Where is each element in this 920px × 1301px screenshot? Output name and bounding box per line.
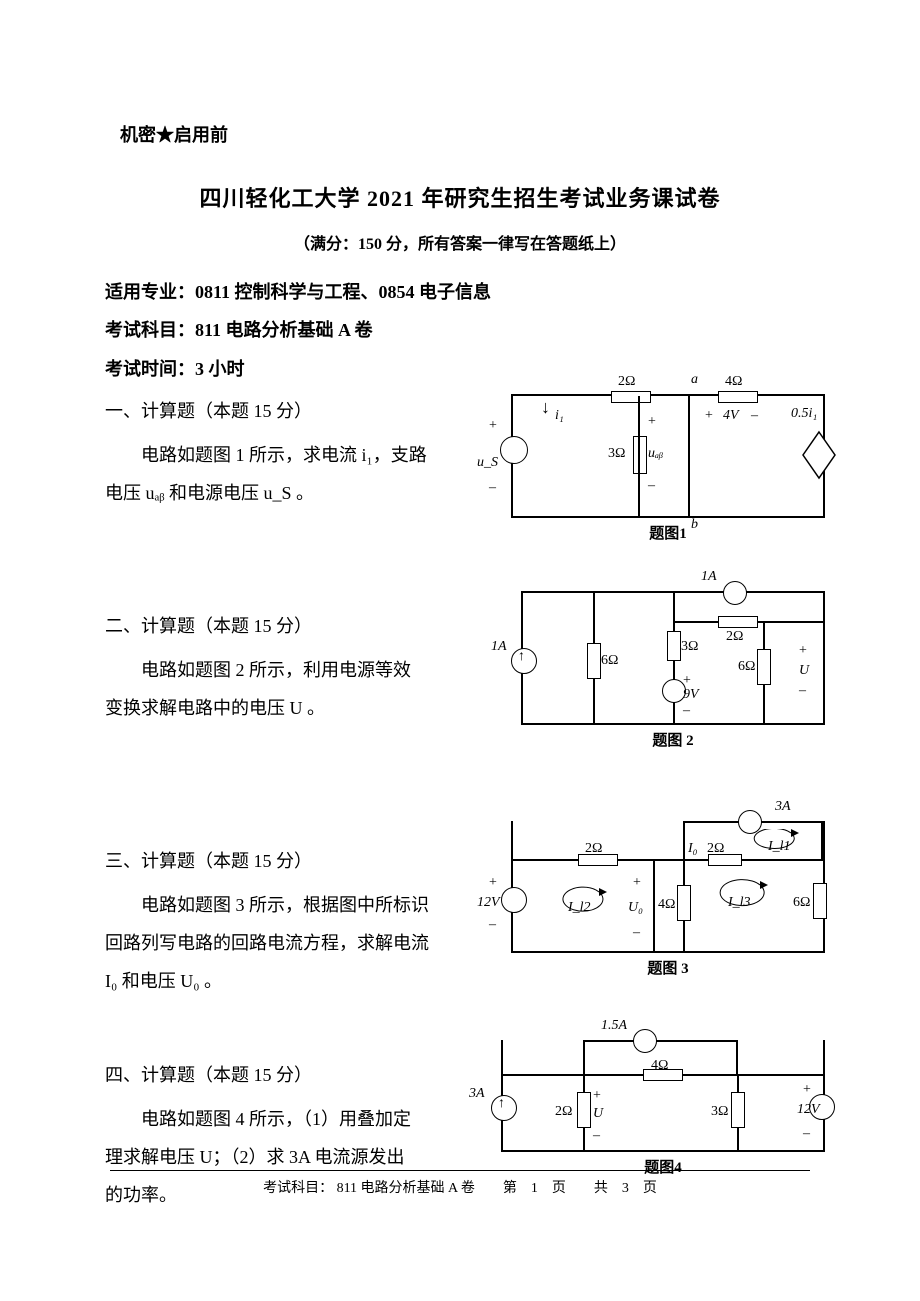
loop-arrow-il2 bbox=[551, 886, 611, 926]
resistor-6a bbox=[587, 643, 601, 679]
current-source-top bbox=[723, 581, 747, 605]
exam-page: { "confidential": "机密★启用前", "title": "四川… bbox=[0, 0, 920, 1301]
resistor-r3 bbox=[633, 436, 647, 474]
voltage-source-us bbox=[500, 436, 528, 464]
label-v12-q3: 12V bbox=[477, 891, 500, 915]
exam-subtitle: （满分：150 分，所有答案一律写在答题纸上） bbox=[105, 231, 815, 258]
question-3: 三、计算题（本题 15 分） 电路如题图 3 所示，根据图中所标识回路列写电路的… bbox=[105, 821, 815, 1000]
resistor-6-q3 bbox=[813, 883, 827, 919]
q1-text: 电路如题图 1 所示，求电流 i₁，支路电压 uₐᵦ 和电源电压 u_S 。 bbox=[105, 437, 435, 513]
label-node-a: a bbox=[691, 368, 698, 392]
minus-12v-q4: – bbox=[803, 1122, 810, 1146]
question-1: 一、计算题（本题 15 分） 电路如题图 1 所示，求电流 i₁，支路电压 uₐ… bbox=[105, 396, 815, 551]
label-r6b: 6Ω bbox=[738, 655, 755, 679]
arrow-3a-q4: ↑ bbox=[498, 1092, 505, 1116]
label-is-top-q3: 3A bbox=[775, 795, 791, 819]
label-r2-q4: 2Ω bbox=[555, 1100, 572, 1124]
label-i1: i₁ bbox=[555, 404, 564, 428]
resistor-3-q4 bbox=[731, 1092, 745, 1128]
q4-figure: 1.5A 4Ω 3A ↑ 2Ω + U – 3Ω + 12V – 题图4 bbox=[501, 1040, 825, 1182]
label-node-b: b bbox=[691, 513, 698, 537]
minus-u0: – bbox=[633, 921, 640, 945]
label-1p5a: 1.5A bbox=[601, 1014, 627, 1038]
minus-u-q4: – bbox=[593, 1124, 600, 1148]
plus-us: + bbox=[489, 414, 497, 438]
q3-circuit-diagram: 3A 2Ω I₀ 2Ω I_l1 + 12V – I_l2 + U₀ – 4Ω … bbox=[511, 821, 825, 953]
plus-4v: + bbox=[705, 404, 713, 428]
label-uab: uₐᵦ bbox=[648, 442, 663, 466]
label-u-q4: U bbox=[593, 1102, 603, 1126]
arrow-i1: ↓ bbox=[541, 392, 550, 423]
page-footer: 考试科目： 811 电路分析基础 A 卷 第 1 页 共 3 页 bbox=[0, 1170, 920, 1201]
plus-uab: + bbox=[648, 410, 656, 434]
minus-9v: – bbox=[683, 699, 690, 723]
label-r2: 4Ω bbox=[725, 370, 742, 394]
label-r1: 2Ω bbox=[618, 370, 635, 394]
resistor-6b bbox=[757, 649, 771, 685]
voltage-source-12v bbox=[501, 887, 527, 913]
q2-circuit-diagram: 1A 2Ω 1A ↑ 6Ω 3Ω + 9V – 6Ω + U – bbox=[521, 591, 825, 725]
label-r-top: 2Ω bbox=[726, 625, 743, 649]
label-4v: 4V bbox=[723, 404, 739, 428]
q4-circuit-diagram: 1.5A 4Ω 3A ↑ 2Ω + U – 3Ω + 12V – bbox=[501, 1040, 825, 1152]
label-dep: 0.5i₁ bbox=[791, 402, 817, 426]
applies-line: 适用专业：0811 控制科学与工程、0854 电子信息 bbox=[105, 277, 815, 308]
label-r3: 3Ω bbox=[608, 442, 625, 466]
label-r2b-q3: 2Ω bbox=[707, 837, 724, 861]
time-line: 考试时间：3 小时 bbox=[105, 354, 815, 385]
branch-mid bbox=[688, 396, 690, 516]
minus-4v: – bbox=[751, 404, 758, 428]
label-12v-q4: 12V bbox=[797, 1098, 820, 1122]
confidential-label: 机密★启用前 bbox=[120, 120, 228, 151]
label-r6-q3: 6Ω bbox=[793, 891, 810, 915]
loop-arrow-il1 bbox=[743, 829, 801, 855]
minus-uab: – bbox=[648, 474, 655, 498]
label-u0: U₀ bbox=[628, 896, 643, 920]
dependent-source bbox=[801, 430, 837, 480]
question-2: 二、计算题（本题 15 分） 电路如题图 2 所示，利用电源等效变换求解电路中的… bbox=[105, 591, 815, 771]
subject-line: 考试科目：811 电路分析基础 A 卷 bbox=[105, 315, 815, 346]
footer-divider bbox=[110, 1170, 810, 1171]
u0-branch bbox=[653, 859, 655, 951]
q1-caption: 题图1 bbox=[511, 522, 825, 548]
label-is-top: 1A bbox=[701, 565, 717, 589]
label-is-left: 1A bbox=[491, 635, 507, 659]
label-r3-q4: 3Ω bbox=[711, 1100, 728, 1124]
footer-text: 考试科目： 811 电路分析基础 A 卷 第 1 页 共 3 页 bbox=[263, 1181, 657, 1196]
resistor-3 bbox=[667, 631, 681, 661]
minus-12v: – bbox=[489, 913, 496, 937]
label-r3-q2: 3Ω bbox=[681, 635, 698, 659]
exam-title: 四川轻化工大学 2021 年研究生招生考试业务课试卷 bbox=[105, 180, 815, 217]
branch-r3 bbox=[638, 396, 640, 516]
minus-us: – bbox=[489, 476, 496, 500]
minus-u-q2: – bbox=[799, 679, 806, 703]
plus-u0: + bbox=[633, 871, 641, 895]
label-r2a-q3: 2Ω bbox=[585, 837, 602, 861]
resistor-4-q3 bbox=[677, 885, 691, 921]
q3-text: 电路如题图 3 所示，根据图中所标识回路列写电路的回路电流方程，求解电流 I₀ … bbox=[105, 887, 435, 1000]
label-i0: I₀ bbox=[688, 837, 698, 861]
q1-figure: 2Ω a 4Ω u_S + – i₁ ↓ 3Ω + uₐᵦ – + 4V – 0 bbox=[511, 394, 825, 548]
q1-circuit-diagram: 2Ω a 4Ω u_S + – i₁ ↓ 3Ω + uₐᵦ – + 4V – 0 bbox=[511, 394, 825, 518]
q2-text: 电路如题图 2 所示，利用电源等效变换求解电路中的电压 U 。 bbox=[105, 652, 415, 728]
loop-arrow-il3 bbox=[708, 879, 774, 921]
resistor-2-q4 bbox=[577, 1092, 591, 1128]
q2-figure: 1A 2Ω 1A ↑ 6Ω 3Ω + 9V – 6Ω + U – 题图 2 bbox=[521, 591, 825, 755]
arrow-is-left: ↑ bbox=[518, 645, 525, 669]
label-r4-q3: 4Ω bbox=[658, 893, 675, 917]
label-r6a: 6Ω bbox=[601, 649, 618, 673]
q3-figure: 3A 2Ω I₀ 2Ω I_l1 + 12V – I_l2 + U₀ – 4Ω … bbox=[511, 821, 825, 983]
label-3a-q4: 3A bbox=[469, 1082, 485, 1106]
label-us: u_S bbox=[477, 451, 498, 475]
q2-caption: 题图 2 bbox=[521, 729, 825, 755]
q3-caption: 题图 3 bbox=[511, 957, 825, 983]
label-r4-q4: 4Ω bbox=[651, 1054, 668, 1078]
